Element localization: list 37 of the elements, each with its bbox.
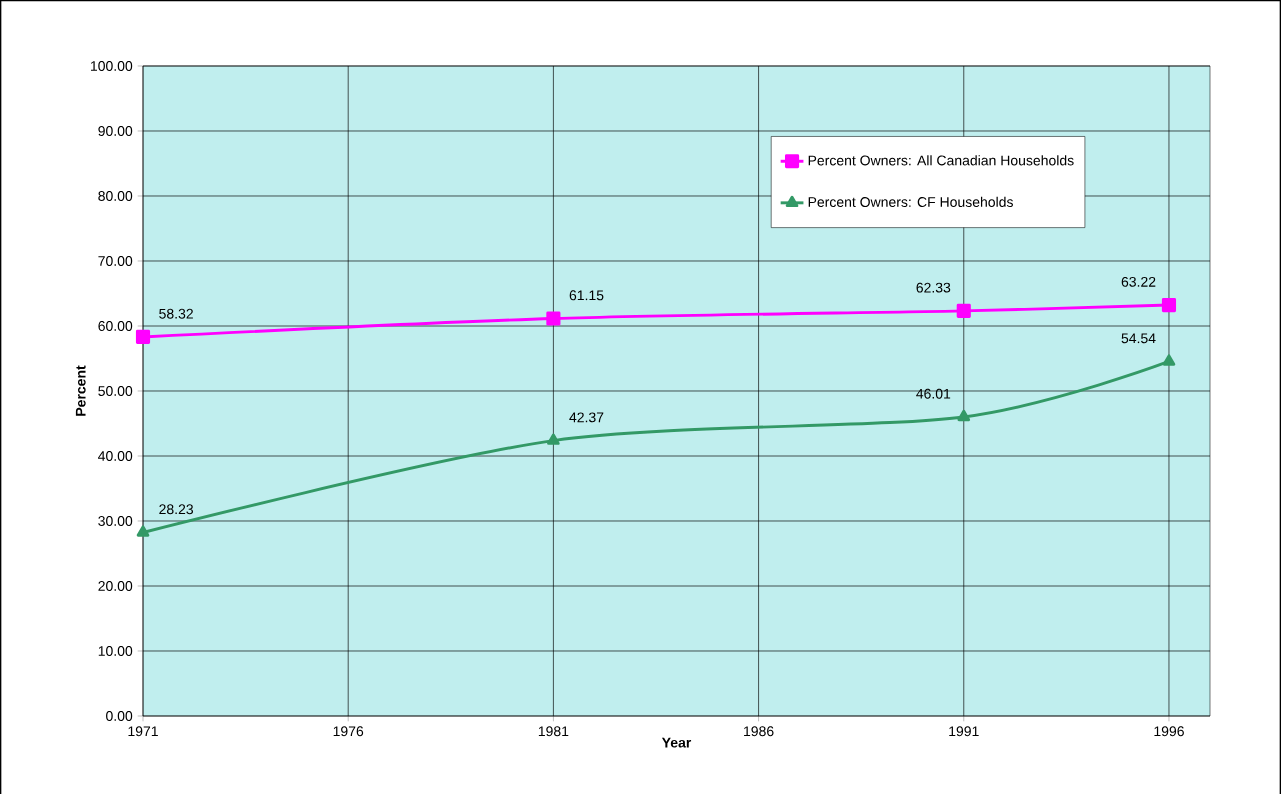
x-axis-title: Year bbox=[661, 737, 692, 748]
x-tick-label: 1981 bbox=[538, 726, 569, 737]
data-label: 61.15 bbox=[569, 290, 604, 301]
legend-label: Percent Owners: All Canadian Households bbox=[808, 155, 1074, 166]
x-tick-label: 1996 bbox=[1154, 726, 1184, 737]
data-label: 46.01 bbox=[916, 388, 951, 399]
point bbox=[956, 303, 971, 318]
x-tick-label: 1991 bbox=[949, 726, 979, 737]
x-tick-label: 1971 bbox=[128, 726, 158, 737]
y-tick-label: 40.00 bbox=[98, 451, 133, 461]
x-tick-label: 1976 bbox=[333, 726, 364, 737]
x-tick-label: 1986 bbox=[744, 726, 774, 737]
y-axis-title: Percent bbox=[75, 365, 86, 416]
y-tick-label: 20.00 bbox=[98, 581, 133, 591]
point bbox=[1162, 354, 1176, 366]
y-tick-label: 60.00 bbox=[98, 321, 133, 331]
point bbox=[1161, 298, 1177, 313]
point bbox=[547, 433, 560, 445]
point bbox=[135, 329, 151, 344]
data-label: 58.32 bbox=[159, 308, 193, 319]
data-label: 28.23 bbox=[159, 504, 194, 515]
y-tick-label: 50.00 bbox=[98, 386, 133, 396]
legend-label: Percent Owners: CF Households bbox=[808, 196, 1013, 207]
point bbox=[957, 409, 971, 422]
data-label: 62.33 bbox=[916, 282, 951, 293]
data-label: 54.54 bbox=[1121, 333, 1156, 344]
data-label: 42.37 bbox=[569, 412, 604, 423]
y-tick-label: 30.00 bbox=[98, 516, 133, 526]
y-tick-label: 90.00 bbox=[98, 126, 133, 136]
y-tick-label: 70.00 bbox=[98, 256, 133, 266]
y-tick-label: 100.00 bbox=[91, 61, 133, 71]
y-tick-label: 10.00 bbox=[98, 646, 133, 656]
data-label: 63.22 bbox=[1121, 276, 1156, 287]
point bbox=[136, 525, 150, 537]
y-tick-label: 80.00 bbox=[98, 191, 133, 201]
y-tick-label: 0.00 bbox=[106, 711, 133, 721]
point bbox=[546, 311, 561, 326]
